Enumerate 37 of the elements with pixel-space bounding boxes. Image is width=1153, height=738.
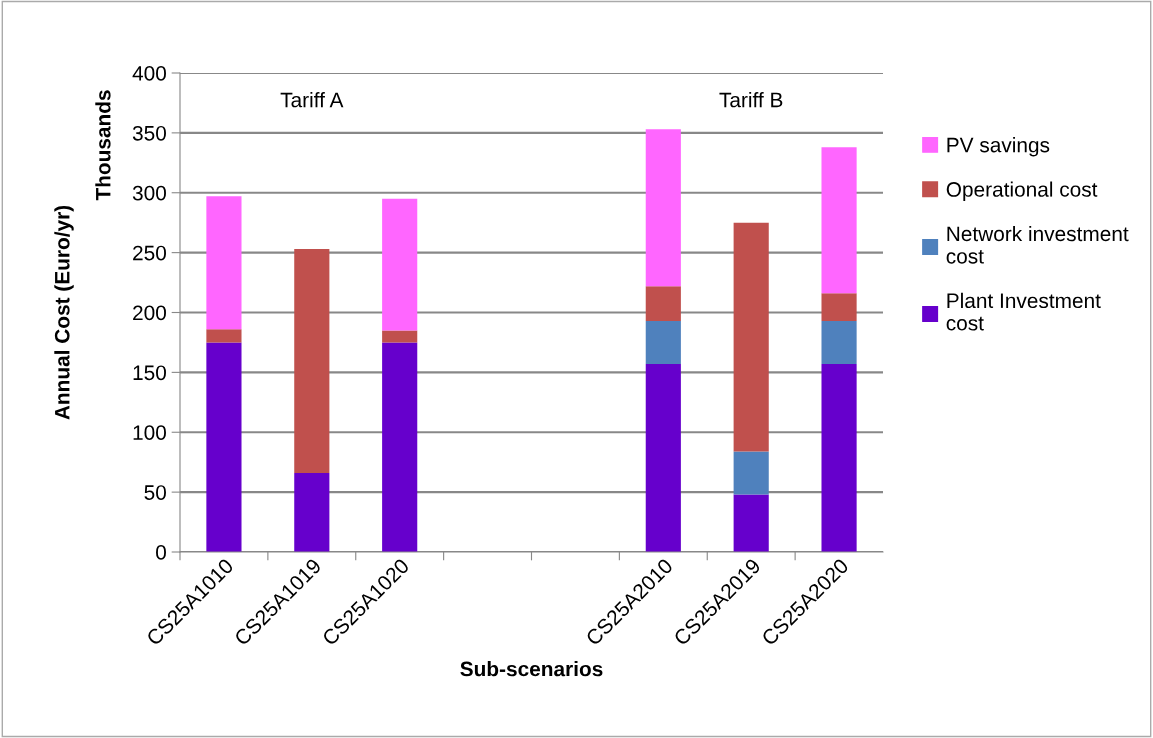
legend-label: Network investment cost (946, 225, 1129, 264)
bar (645, 129, 681, 287)
y-tick-label: 0 (156, 545, 166, 560)
annotation: Tariff B (719, 92, 783, 108)
bar (821, 147, 857, 294)
bar (821, 320, 857, 364)
bar (294, 249, 330, 473)
bar (821, 363, 857, 552)
y-tick-label: 200 (133, 305, 166, 321)
legend-label: Operational cost (946, 181, 1098, 201)
bar (206, 196, 242, 330)
bar (645, 363, 681, 552)
bar (645, 286, 681, 321)
y-tick-label: 50 (144, 485, 166, 500)
y-tick-label: 400 (132, 66, 166, 81)
bar (821, 293, 857, 321)
bar (733, 451, 769, 495)
y-tick-label: 250 (133, 245, 166, 261)
bar (645, 320, 681, 364)
bar (733, 494, 769, 552)
y-tick-label: 150 (133, 365, 166, 381)
bar (206, 329, 242, 343)
bar (382, 330, 418, 343)
y-tick-label: 100 (133, 425, 166, 440)
y-axis-title: Annual Cost (Euro/yr) (54, 205, 74, 420)
x-axis-title: Sub-scenarios (460, 661, 603, 677)
legend-label: PV savings (947, 137, 1050, 157)
annotation: Tariff A (280, 92, 344, 108)
bar (382, 342, 418, 552)
bar (206, 342, 242, 552)
bar (294, 472, 330, 552)
y2-axis-title: Thousands (95, 90, 111, 201)
legend-label: Plant Investment cost (946, 292, 1101, 331)
y-tick-label: 350 (132, 125, 166, 141)
y-tick-label: 300 (132, 185, 166, 201)
bar (733, 222, 769, 452)
bar (382, 198, 418, 331)
